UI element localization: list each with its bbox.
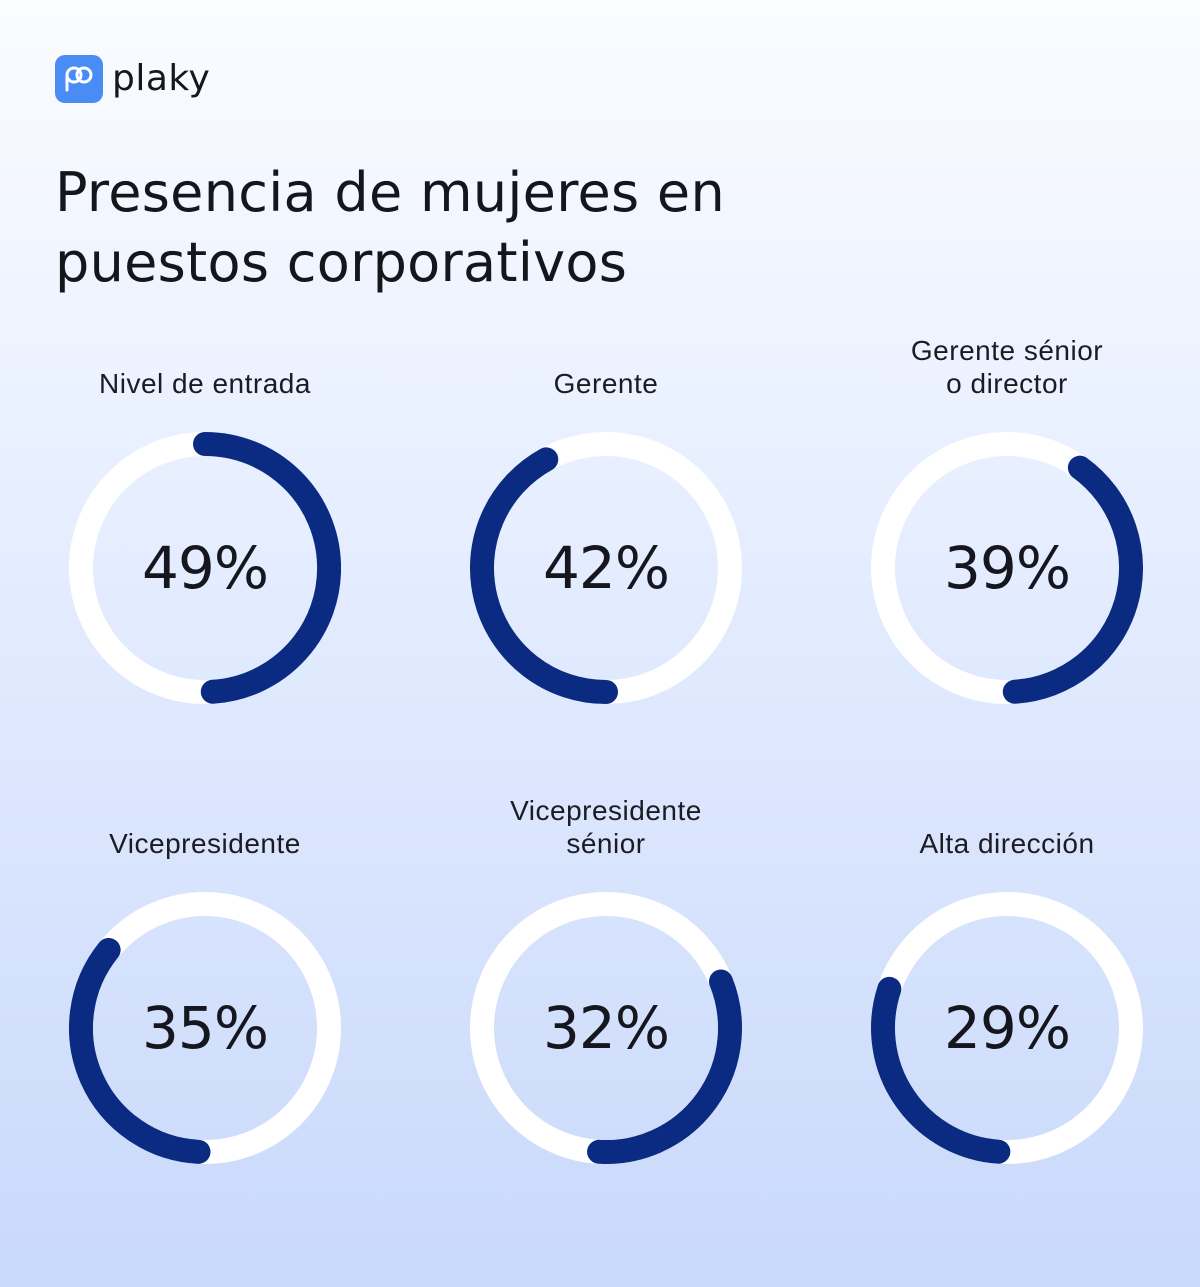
donut-chart [871, 432, 1143, 704]
donut-percent-label: 29% [944, 994, 1071, 1062]
donut-card: Gerente sénior o director 39% [857, 320, 1157, 780]
donut-label-line: Nivel de entrada [99, 368, 311, 399]
donut-label-line: o director [946, 368, 1068, 399]
donut-chart [69, 432, 341, 704]
donut-value-arc [587, 969, 742, 1164]
title-line-2: puestos corporativos [55, 231, 628, 294]
donut-percent-label: 42% [543, 534, 670, 602]
donut-chart [871, 892, 1143, 1164]
donut-card: Vicepresidente 35% [55, 780, 355, 1240]
page-title: Presencia de mujeres en puestos corporat… [55, 158, 725, 298]
donut-value-arc [1002, 455, 1143, 704]
donut-card: Alta dirección 29% [857, 780, 1157, 1240]
donut-card: Gerente 42% [456, 320, 756, 780]
title-line-1: Presencia de mujeres en [55, 161, 725, 224]
donut-value-arc [69, 937, 211, 1164]
donut-percent-label: 49% [142, 534, 269, 602]
donut-percent-label: 39% [944, 534, 1071, 602]
donut-value-arc [871, 976, 1011, 1164]
donut-percent-label: 32% [543, 994, 670, 1062]
donut-card: Nivel de entrada 49% [55, 320, 355, 780]
donut-label: Gerente sénior o director [857, 320, 1157, 400]
donut-value-arc [470, 447, 618, 704]
donut-label: Vicepresidente [55, 780, 355, 860]
donut-label: Nivel de entrada [55, 320, 355, 400]
donut-label-line: sénior [566, 828, 646, 859]
donut-percent-label: 35% [142, 994, 269, 1062]
donut-label: Vicepresidente sénior [456, 780, 756, 860]
plaky-logo-icon [55, 55, 103, 103]
donut-value-arc [193, 432, 341, 704]
brand-logo: plaky [55, 55, 210, 103]
brand-name: plaky [112, 58, 211, 99]
donut-chart [69, 892, 341, 1164]
donut-label-line: Vicepresidente [109, 828, 301, 859]
donut-label-line: Alta dirección [919, 828, 1095, 859]
donut-chart [470, 892, 742, 1164]
donut-card: Vicepresidente sénior 32% [456, 780, 756, 1240]
donut-chart [470, 432, 742, 704]
donut-label: Gerente [456, 320, 756, 400]
donut-label-line: Vicepresidente [510, 795, 702, 826]
donut-label: Alta dirección [857, 780, 1157, 860]
donut-label-line: Gerente sénior [910, 335, 1104, 366]
donut-label-line: Gerente [553, 368, 659, 399]
